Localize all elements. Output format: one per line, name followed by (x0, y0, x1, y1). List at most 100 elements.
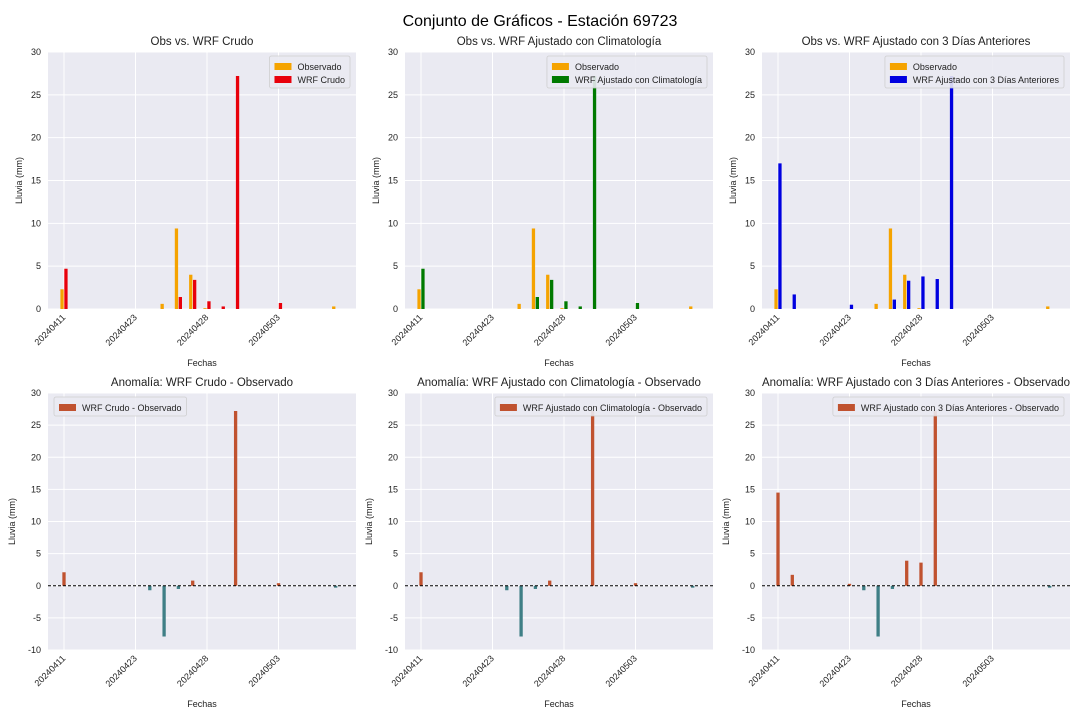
chart-panel-4: -10 -5 0 5 10 15 20 25 30 20240411 20240423 2024042… (7, 377, 356, 709)
x-tick-label: 20240503 (604, 312, 639, 347)
y-tick-label: 0 (36, 304, 41, 314)
bar (790, 574, 794, 586)
legend-swatch (837, 404, 855, 411)
bar (849, 304, 854, 309)
bar (148, 585, 152, 591)
bar (174, 228, 179, 309)
bar (1046, 306, 1050, 309)
x-tick-label: 20240423 (818, 653, 853, 688)
x-axis-label: Fechas (901, 358, 931, 368)
bar (276, 583, 281, 586)
y-tick-label: -5 (390, 613, 398, 623)
bar (505, 585, 509, 591)
bar (334, 585, 338, 588)
bar (933, 410, 937, 586)
bar (774, 289, 778, 309)
x-tick-label: 20240411 (33, 312, 68, 347)
bar (519, 585, 523, 637)
y-tick-label: 0 (393, 304, 398, 314)
legend-entry: WRF Ajustado con 3 Días Anteriores (913, 75, 1060, 85)
bar (876, 585, 880, 637)
bar (517, 303, 521, 309)
bar (691, 585, 695, 588)
y-tick-label: 25 (31, 420, 41, 430)
bar (917, 308, 921, 309)
y-tick-label: 5 (36, 549, 41, 559)
bar (888, 228, 893, 309)
x-tick-label: 20240423 (461, 653, 496, 688)
legend: Observado WRF Ajustado con 3 Días Anterio… (884, 55, 1065, 89)
y-tick-label: 0 (750, 581, 755, 591)
y-tick-label: 5 (36, 261, 41, 271)
bar (162, 585, 166, 637)
x-tick-label: 20240423 (461, 312, 496, 347)
y-tick-label: 15 (31, 484, 41, 494)
bar (535, 297, 539, 309)
x-tick-label: 20240411 (390, 312, 425, 347)
y-tick-label: 20 (745, 133, 755, 143)
legend: Observado WRF Ajustado con Climatología (546, 55, 708, 89)
chart-panel-2: 0 5 10 15 20 25 30 20240411 20240423 20240428 2024… (371, 36, 713, 368)
legend-box (884, 55, 1065, 89)
bar (921, 276, 925, 309)
y-tick-label: 10 (31, 218, 41, 228)
legend-box (53, 396, 187, 417)
y-tick-label: 15 (388, 176, 398, 186)
bar (207, 301, 211, 309)
y-axis-label: Lluvia (mm) (371, 157, 381, 204)
x-tick-label: 20240411 (390, 653, 425, 688)
bar (949, 75, 954, 309)
y-tick-label: 30 (388, 388, 398, 398)
x-tick-label: 20240503 (247, 653, 282, 688)
legend-entry: WRF Crudo (297, 75, 345, 85)
legend-entry: WRF Crudo - Observado (82, 403, 182, 413)
bar (560, 308, 564, 309)
bar (546, 274, 550, 309)
bar (847, 583, 852, 586)
bar (62, 572, 66, 586)
bar (919, 562, 923, 586)
y-tick-label: 10 (745, 517, 755, 527)
bar (193, 279, 197, 309)
bar (592, 75, 597, 309)
legend-swatch (59, 404, 76, 411)
bar (189, 274, 193, 309)
bar (635, 303, 640, 309)
x-tick-label: 20240428 (532, 312, 567, 347)
bar (907, 280, 911, 309)
figure-suptitle: Conjunto de Gráficos - Estación 69723 (403, 13, 678, 30)
legend-box (494, 396, 708, 417)
bar (935, 279, 939, 309)
x-axis-label: Fechas (187, 699, 217, 709)
y-tick-label: 5 (393, 549, 398, 559)
x-tick-label: 20240423 (818, 312, 853, 347)
y-tick-label: 5 (750, 261, 755, 271)
bar (332, 306, 336, 309)
y-tick-label: 20 (388, 452, 398, 462)
bar (792, 294, 796, 309)
y-tick-label: 15 (745, 484, 755, 494)
x-tick-label: 20240428 (889, 312, 924, 347)
bar (590, 410, 595, 586)
bar (176, 585, 181, 589)
x-axis-label: Fechas (901, 699, 931, 709)
legend-swatch (551, 76, 569, 83)
legend-entry: Observado (297, 62, 341, 72)
bar (1048, 585, 1052, 588)
y-tick-label: 0 (393, 581, 398, 591)
y-tick-label: 25 (31, 90, 41, 100)
bar (633, 583, 638, 586)
y-tick-label: 25 (388, 90, 398, 100)
legend-swatch (499, 404, 517, 411)
x-tick-label: 20240428 (175, 312, 210, 347)
legend-swatch (889, 63, 907, 70)
y-tick-label: 5 (393, 261, 398, 271)
chart-title: Obs vs. WRF Crudo (151, 36, 254, 48)
y-tick-label: 15 (388, 484, 398, 494)
x-axis-label: Fechas (544, 358, 574, 368)
x-tick-label: 20240423 (104, 312, 139, 347)
y-tick-label: -10 (742, 645, 755, 655)
legend-box (832, 396, 1065, 417)
y-tick-label: 25 (745, 420, 755, 430)
